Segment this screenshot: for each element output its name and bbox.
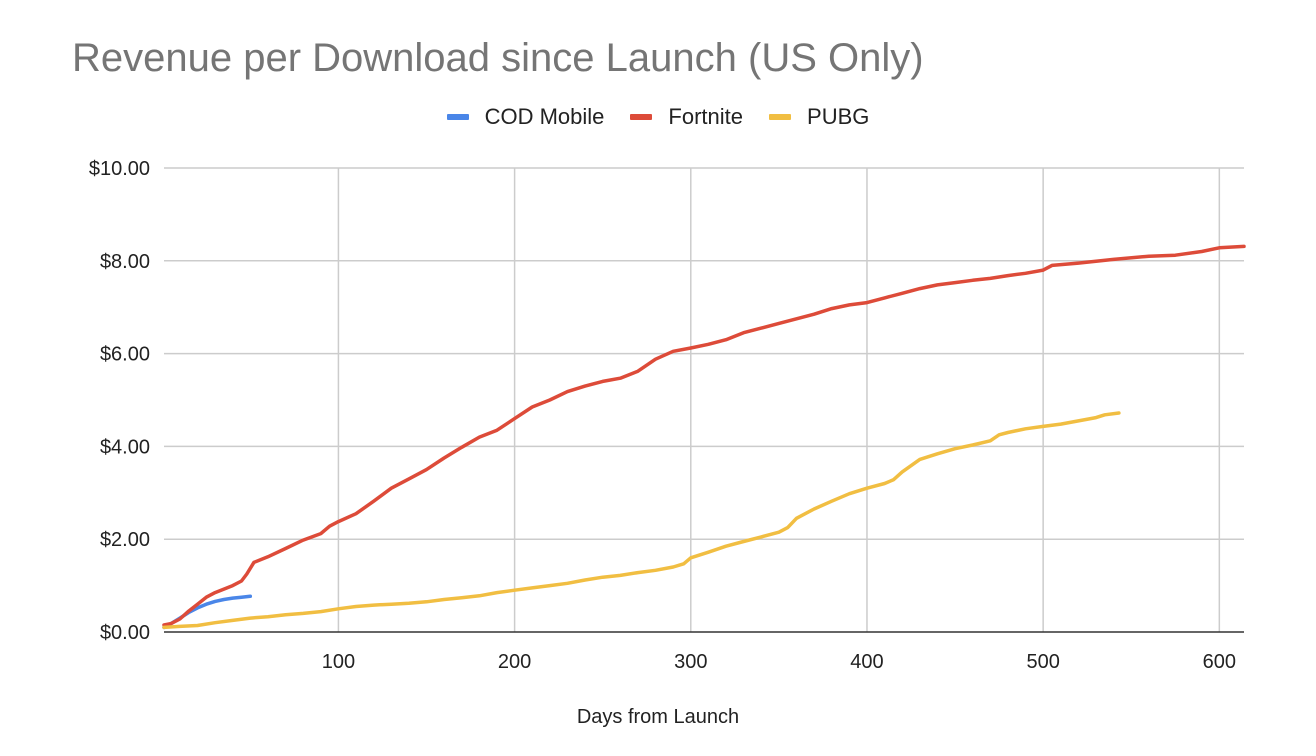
- legend: COD Mobile Fortnite PUBG: [0, 104, 1316, 130]
- x-tick-label: 500: [1026, 651, 1059, 673]
- legend-label-pubg: PUBG: [807, 104, 870, 129]
- legend-swatch-pubg: [769, 114, 792, 120]
- legend-item-fortnite[interactable]: Fortnite: [630, 104, 743, 130]
- series-line-pubg: [162, 411, 1121, 630]
- y-tick-label: $4.00: [100, 436, 150, 458]
- legend-item-cod-mobile[interactable]: COD Mobile: [446, 104, 605, 130]
- chart-title: Revenue per Download since Launch (US On…: [72, 36, 924, 80]
- legend-label-cod-mobile: COD Mobile: [484, 104, 605, 129]
- y-tick-label: $6.00: [100, 344, 150, 366]
- x-tick-label: 400: [850, 651, 883, 673]
- legend-item-pubg[interactable]: PUBG: [769, 104, 869, 130]
- x-tick-label: 300: [674, 651, 707, 673]
- x-tick-label: 200: [498, 651, 531, 673]
- legend-swatch-cod-mobile: [446, 114, 469, 120]
- x-tick-label: 100: [322, 651, 355, 673]
- y-tick-label: $10.00: [89, 158, 150, 180]
- x-tick-label: 600: [1203, 651, 1236, 673]
- legend-swatch-fortnite: [630, 114, 653, 120]
- x-axis-title: Days from Launch: [576, 706, 740, 728]
- y-tick-label: $8.00: [100, 251, 150, 273]
- y-tick-label: $0.00: [100, 622, 150, 644]
- y-tick-label: $2.00: [100, 529, 150, 551]
- legend-label-fortnite: Fortnite: [668, 104, 744, 129]
- series-line-fortnite: [162, 244, 1246, 627]
